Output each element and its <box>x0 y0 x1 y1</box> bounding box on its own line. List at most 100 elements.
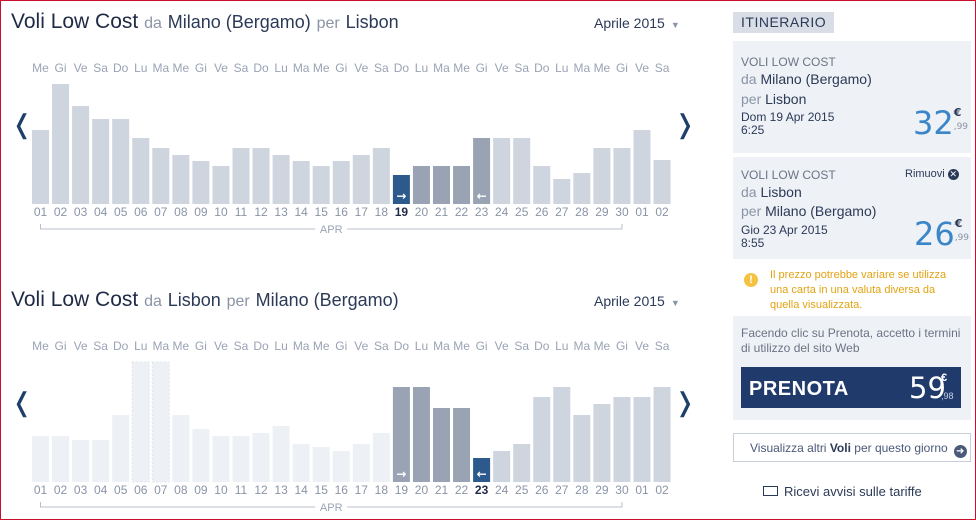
price-bar-day-09[interactable] <box>192 429 210 482</box>
day-label: 14 <box>294 483 308 497</box>
price-bar-day-02[interactable] <box>653 387 671 482</box>
weekday-label: Sa <box>514 339 529 353</box>
price-bar-day-05[interactable] <box>112 119 130 204</box>
price-bar-day-02[interactable] <box>52 436 70 482</box>
price-bar-day-08[interactable] <box>172 415 190 482</box>
price-bar-day-06[interactable] <box>132 362 150 482</box>
price-bar-day-23[interactable] <box>473 138 491 204</box>
day-label: 26 <box>535 483 549 497</box>
day-label: 18 <box>375 483 389 497</box>
price-bar-day-12[interactable] <box>252 433 270 482</box>
price-bar-day-24[interactable] <box>493 451 511 482</box>
price-bar-day-16[interactable] <box>332 161 350 204</box>
price-bar-day-22[interactable] <box>453 408 471 482</box>
weekday-label: Ve <box>354 339 368 353</box>
price-bar-day-26[interactable] <box>533 166 551 204</box>
price-bar-day-15[interactable] <box>312 166 330 204</box>
price-bar-day-11[interactable] <box>232 436 250 482</box>
inbound-prev-arrow[interactable]: ❬ <box>11 389 33 415</box>
price-bar-day-10[interactable] <box>212 436 230 482</box>
price-bar-day-17[interactable] <box>352 444 370 482</box>
price-bar-day-19[interactable] <box>392 175 410 204</box>
price-bar-day-01[interactable] <box>32 436 49 482</box>
price-bar-day-01[interactable] <box>32 130 49 204</box>
price-bar-day-11[interactable] <box>232 148 250 204</box>
price-bar-day-04[interactable] <box>92 119 110 204</box>
outbound-next-arrow[interactable]: ❭ <box>674 111 696 137</box>
day-label: 03 <box>74 205 88 219</box>
price-bar-day-14[interactable] <box>292 161 310 204</box>
remove-leg-button[interactable]: Rimuovi ✕ <box>905 168 959 180</box>
price-bar-day-18[interactable] <box>372 433 390 482</box>
price-bar-day-20[interactable] <box>412 166 430 204</box>
price-bar-day-03[interactable] <box>72 106 90 204</box>
weekday-label: Do <box>113 61 129 75</box>
price-bar-day-25[interactable] <box>513 138 531 204</box>
price-bar-day-06[interactable] <box>132 138 150 204</box>
inbound-month-select[interactable]: Aprile 2015 ▼ <box>594 293 680 309</box>
weekday-label: Sa <box>374 61 389 75</box>
price-bar-day-21[interactable] <box>433 166 450 204</box>
day-label: 17 <box>355 205 369 219</box>
outbound-prev-arrow[interactable]: ❬ <box>11 111 33 137</box>
price-bar-day-10[interactable] <box>212 166 230 204</box>
price-bar-day-01[interactable] <box>633 130 651 204</box>
weekday-label: Lu <box>555 61 568 75</box>
price-bar-day-30[interactable] <box>613 148 631 204</box>
price-bar-day-15[interactable] <box>312 447 330 482</box>
price-bar-day-28[interactable] <box>573 415 591 482</box>
price-bar-day-04[interactable] <box>92 440 110 482</box>
day-label: 01 <box>635 205 649 219</box>
weekday-label: Me <box>32 61 49 75</box>
price-bar-day-30[interactable] <box>613 397 631 482</box>
outbound-month-select[interactable]: Aprile 2015 ▼ <box>594 15 680 31</box>
price-bar-day-13[interactable] <box>272 155 290 204</box>
price-bar-day-05[interactable] <box>112 415 130 482</box>
price-bar-day-24[interactable] <box>493 138 511 204</box>
price-bar-day-03[interactable] <box>72 440 90 482</box>
price-bar-day-13[interactable] <box>272 426 290 482</box>
day-label: 24 <box>495 205 509 219</box>
price-bar-day-09[interactable] <box>192 161 210 204</box>
price-bar-day-28[interactable] <box>573 173 591 204</box>
price-bar-day-25[interactable] <box>513 444 531 482</box>
price-bar-day-08[interactable] <box>172 155 190 204</box>
inbound-from-city: Lisbon <box>167 290 221 310</box>
price-bar-day-29[interactable] <box>593 148 611 204</box>
price-bar-day-27[interactable] <box>553 387 571 482</box>
price-bar-day-01[interactable] <box>633 397 651 482</box>
price-alerts-link[interactable]: Ricevi avvisi sulle tariffe <box>763 484 922 499</box>
price-bar-day-27[interactable] <box>553 179 571 204</box>
leg-price: 26 € ,99 <box>914 215 969 253</box>
month-short-label: APR <box>320 502 343 514</box>
more-flights-button[interactable]: Visualizza altri Voli per questo giorno ➜ <box>733 433 971 462</box>
day-label: 20 <box>415 483 429 497</box>
price-bar-day-07[interactable] <box>152 362 170 482</box>
price-bar-day-23[interactable] <box>473 458 491 482</box>
price-bar-day-14[interactable] <box>292 444 310 482</box>
price-bar-day-20[interactable] <box>412 387 430 482</box>
weekday-label: Ve <box>495 61 509 75</box>
weekday-label: Ma <box>152 61 169 75</box>
price-bar-day-12[interactable] <box>252 148 270 204</box>
weekday-label: Ma <box>574 61 591 75</box>
weekday-label: Ve <box>74 339 88 353</box>
price-bar-day-02[interactable] <box>653 160 671 204</box>
price-bar-day-18[interactable] <box>372 148 390 204</box>
weekday-label: Gi <box>55 339 67 353</box>
day-label: 14 <box>294 205 308 219</box>
outbound-price-chart: Me 01 Gi 02 Ve 03 Sa 04 Do 05 Lu 06 Ma 07 Me 08 Gi 09 Ve 10… <box>32 61 671 236</box>
price-bar-day-19[interactable] <box>392 387 410 482</box>
price-bar-day-29[interactable] <box>593 404 611 482</box>
price-bar-day-17[interactable] <box>352 155 370 204</box>
price-bar-day-26[interactable] <box>533 397 551 482</box>
price-bar-day-07[interactable] <box>152 148 170 204</box>
price-bar-day-16[interactable] <box>332 451 350 482</box>
book-price: 59 <box>909 371 946 405</box>
day-label: 17 <box>355 483 369 497</box>
book-button[interactable]: PRENOTA 59 € ,98 <box>741 367 961 408</box>
price-bar-day-21[interactable] <box>433 408 450 482</box>
price-bar-day-02[interactable] <box>52 84 70 204</box>
price-bar-day-22[interactable] <box>453 166 471 204</box>
inbound-next-arrow[interactable]: ❭ <box>674 389 696 415</box>
